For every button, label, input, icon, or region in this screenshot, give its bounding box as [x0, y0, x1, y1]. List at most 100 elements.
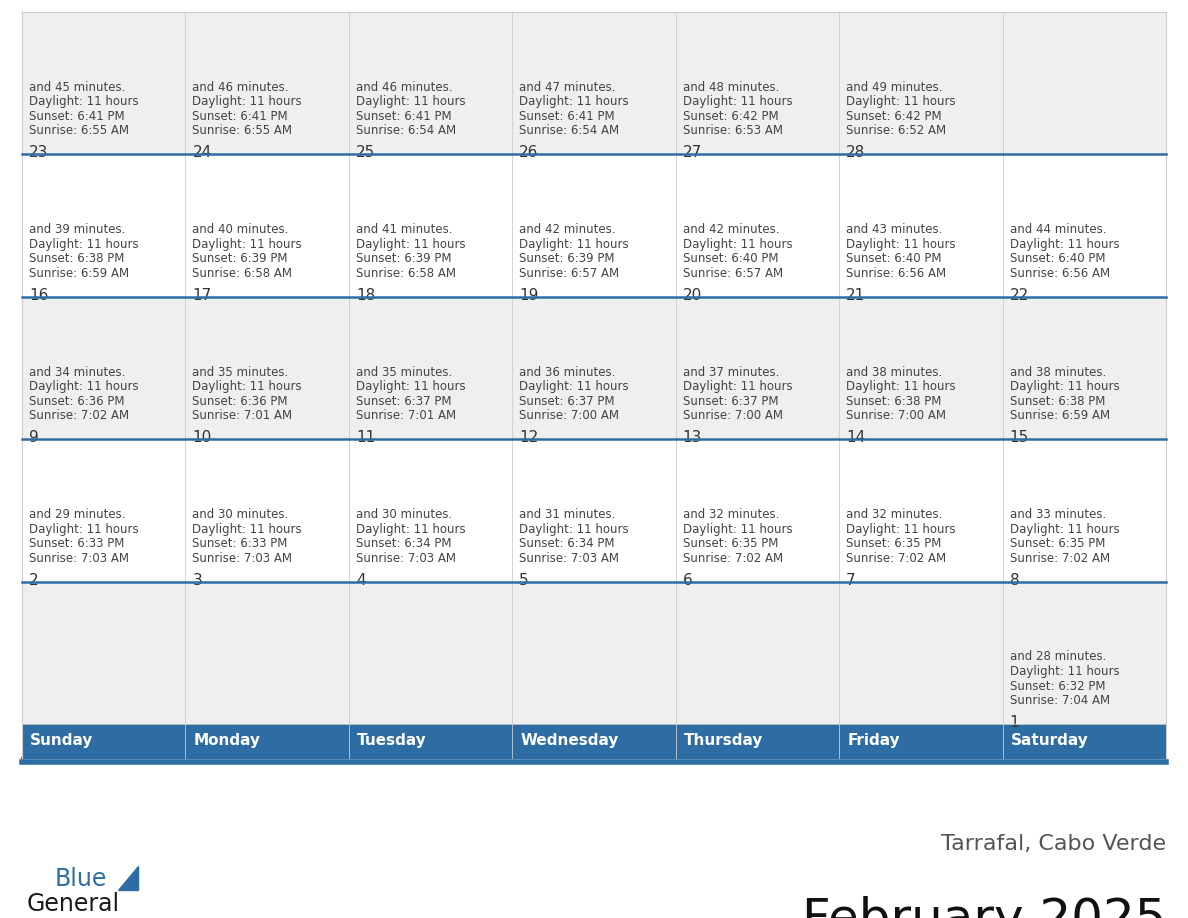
Text: Sunset: 6:41 PM: Sunset: 6:41 PM	[356, 110, 451, 123]
Text: and 40 minutes.: and 40 minutes.	[192, 223, 289, 236]
Text: Sunrise: 6:53 AM: Sunrise: 6:53 AM	[683, 125, 783, 138]
Text: Sunrise: 6:56 AM: Sunrise: 6:56 AM	[846, 267, 947, 280]
Bar	[512, 297, 676, 439]
Text: Sunrise: 7:03 AM: Sunrise: 7:03 AM	[519, 552, 619, 565]
Text: Sunrise: 7:02 AM: Sunrise: 7:02 AM	[29, 409, 129, 422]
Text: 22: 22	[1010, 288, 1029, 303]
Text: Daylight: 11 hours: Daylight: 11 hours	[519, 522, 628, 535]
Text: Sunset: 6:36 PM: Sunset: 6:36 PM	[192, 395, 287, 408]
Text: and 28 minutes.: and 28 minutes.	[1010, 651, 1106, 664]
Text: 16: 16	[29, 288, 49, 303]
Text: 27: 27	[683, 145, 702, 161]
Text: Sunrise: 6:58 AM: Sunrise: 6:58 AM	[356, 267, 456, 280]
Bar	[676, 582, 839, 724]
Text: 3: 3	[192, 573, 202, 588]
Text: Sunset: 6:41 PM: Sunset: 6:41 PM	[192, 110, 287, 123]
Text: and 35 minutes.: and 35 minutes.	[356, 365, 453, 379]
Text: and 42 minutes.: and 42 minutes.	[683, 223, 779, 236]
Text: and 35 minutes.: and 35 minutes.	[192, 365, 289, 379]
Text: Monday: Monday	[194, 733, 260, 748]
Text: Sunset: 6:33 PM: Sunset: 6:33 PM	[192, 537, 287, 550]
Bar	[676, 154, 839, 297]
Text: Sunrise: 6:59 AM: Sunrise: 6:59 AM	[29, 267, 129, 280]
Text: 6: 6	[683, 573, 693, 588]
Text: Sunset: 6:39 PM: Sunset: 6:39 PM	[519, 252, 614, 265]
Text: Saturday: Saturday	[1011, 733, 1088, 748]
Bar	[1003, 582, 1165, 724]
Text: Daylight: 11 hours: Daylight: 11 hours	[1010, 522, 1119, 535]
Bar	[676, 297, 839, 439]
Text: Thursday: Thursday	[684, 733, 763, 748]
Text: Sunrise: 7:00 AM: Sunrise: 7:00 AM	[519, 409, 619, 422]
Text: and 49 minutes.: and 49 minutes.	[846, 81, 942, 94]
Text: Sunrise: 6:54 AM: Sunrise: 6:54 AM	[356, 125, 456, 138]
Text: 13: 13	[683, 431, 702, 445]
Text: 28: 28	[846, 145, 865, 161]
Text: 2: 2	[29, 573, 39, 588]
Bar	[185, 439, 349, 582]
Bar	[839, 154, 1003, 297]
Text: Sunrise: 7:04 AM: Sunrise: 7:04 AM	[1010, 694, 1110, 707]
Text: 14: 14	[846, 431, 865, 445]
Text: Sunset: 6:38 PM: Sunset: 6:38 PM	[29, 252, 125, 265]
Text: Sunset: 6:40 PM: Sunset: 6:40 PM	[1010, 252, 1105, 265]
Text: Blue: Blue	[55, 867, 107, 891]
Text: Sunrise: 7:02 AM: Sunrise: 7:02 AM	[1010, 552, 1110, 565]
Bar	[512, 12, 676, 154]
Text: Sunrise: 7:02 AM: Sunrise: 7:02 AM	[846, 552, 947, 565]
Text: Tuesday: Tuesday	[356, 733, 426, 748]
Text: 24: 24	[192, 145, 211, 161]
Text: Daylight: 11 hours: Daylight: 11 hours	[519, 238, 628, 251]
Text: Daylight: 11 hours: Daylight: 11 hours	[356, 522, 466, 535]
Text: Daylight: 11 hours: Daylight: 11 hours	[846, 238, 956, 251]
Text: and 46 minutes.: and 46 minutes.	[192, 81, 289, 94]
Text: and 39 minutes.: and 39 minutes.	[29, 223, 126, 236]
Text: Daylight: 11 hours: Daylight: 11 hours	[192, 380, 302, 393]
Text: Wednesday: Wednesday	[520, 733, 619, 748]
Bar	[349, 154, 512, 297]
Text: Daylight: 11 hours: Daylight: 11 hours	[192, 522, 302, 535]
Text: 1: 1	[1010, 715, 1019, 730]
Text: Sunrise: 7:03 AM: Sunrise: 7:03 AM	[356, 552, 456, 565]
Bar	[1003, 154, 1165, 297]
Text: 19: 19	[519, 288, 538, 303]
Text: Sunrise: 7:03 AM: Sunrise: 7:03 AM	[29, 552, 129, 565]
Text: and 29 minutes.: and 29 minutes.	[29, 508, 126, 521]
Text: 18: 18	[356, 288, 375, 303]
Text: 15: 15	[1010, 431, 1029, 445]
Bar	[23, 582, 185, 724]
Text: 12: 12	[519, 431, 538, 445]
Text: Daylight: 11 hours: Daylight: 11 hours	[846, 95, 956, 108]
Text: 7: 7	[846, 573, 855, 588]
Text: 25: 25	[356, 145, 375, 161]
Text: 8: 8	[1010, 573, 1019, 588]
Text: Sunset: 6:38 PM: Sunset: 6:38 PM	[846, 395, 942, 408]
Text: Sunset: 6:40 PM: Sunset: 6:40 PM	[846, 252, 942, 265]
Bar	[23, 297, 185, 439]
Text: Sunset: 6:37 PM: Sunset: 6:37 PM	[356, 395, 451, 408]
Text: Sunset: 6:33 PM: Sunset: 6:33 PM	[29, 537, 125, 550]
Text: Daylight: 11 hours: Daylight: 11 hours	[683, 380, 792, 393]
Bar	[839, 297, 1003, 439]
Text: and 32 minutes.: and 32 minutes.	[846, 508, 942, 521]
Text: and 31 minutes.: and 31 minutes.	[519, 508, 615, 521]
Text: and 48 minutes.: and 48 minutes.	[683, 81, 779, 94]
Text: and 37 minutes.: and 37 minutes.	[683, 365, 779, 379]
Bar	[676, 12, 839, 154]
Text: Daylight: 11 hours: Daylight: 11 hours	[683, 522, 792, 535]
Text: Friday: Friday	[847, 733, 899, 748]
Text: Tarrafal, Cabo Verde: Tarrafal, Cabo Verde	[941, 834, 1165, 854]
Text: and 32 minutes.: and 32 minutes.	[683, 508, 779, 521]
Text: and 47 minutes.: and 47 minutes.	[519, 81, 615, 94]
Text: Sunrise: 6:56 AM: Sunrise: 6:56 AM	[1010, 267, 1110, 280]
Bar	[512, 582, 676, 724]
Text: Sunrise: 6:55 AM: Sunrise: 6:55 AM	[29, 125, 129, 138]
Bar	[349, 582, 512, 724]
Text: Daylight: 11 hours: Daylight: 11 hours	[356, 380, 466, 393]
Text: Daylight: 11 hours: Daylight: 11 hours	[519, 380, 628, 393]
Text: and 34 minutes.: and 34 minutes.	[29, 365, 126, 379]
Text: 17: 17	[192, 288, 211, 303]
Text: Daylight: 11 hours: Daylight: 11 hours	[1010, 238, 1119, 251]
Bar	[512, 154, 676, 297]
Text: Sunset: 6:42 PM: Sunset: 6:42 PM	[846, 110, 942, 123]
